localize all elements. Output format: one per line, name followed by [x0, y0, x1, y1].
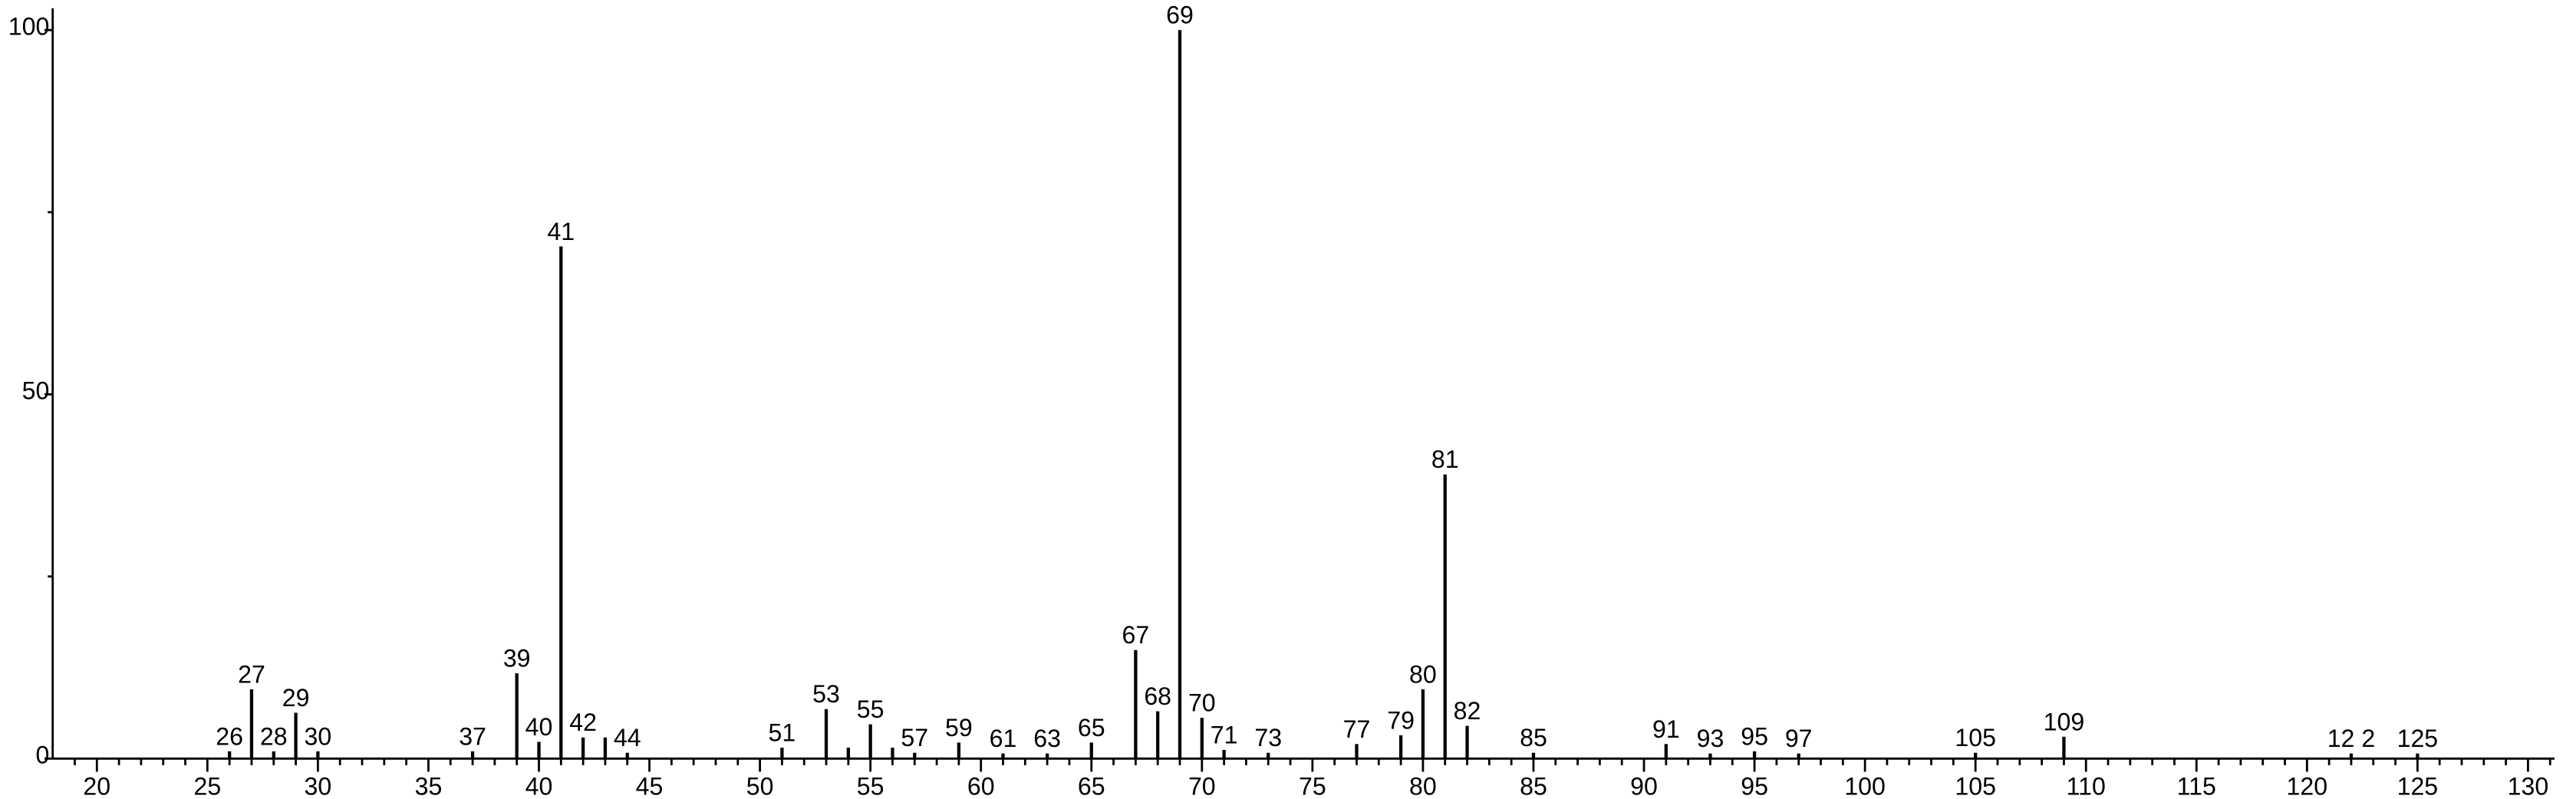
peak-label: 41 — [547, 218, 575, 245]
peak-label: 27 — [238, 660, 265, 688]
x-tick-label: 45 — [636, 772, 664, 799]
x-tick-label: 110 — [2067, 772, 2106, 799]
peak-label: 81 — [1431, 446, 1459, 473]
peak-label: 37 — [459, 722, 486, 750]
x-tick-label: 75 — [1299, 772, 1326, 799]
x-tick-label: 125 — [2397, 772, 2439, 799]
x-tick-label: 65 — [1078, 772, 1105, 799]
peak-label: 42 — [569, 709, 597, 736]
peak-label: 40 — [525, 713, 553, 741]
y-tick-label: 50 — [22, 377, 50, 405]
peak-label: 65 — [1078, 714, 1105, 741]
peak-label: 51 — [769, 719, 796, 747]
peak-label: 39 — [503, 645, 531, 672]
peak-label: 73 — [1254, 724, 1282, 751]
peak-label: 93 — [1697, 725, 1724, 752]
x-tick-label: 115 — [2177, 772, 2216, 799]
peak-label: 82 — [1454, 697, 1481, 725]
x-tick-label: 50 — [746, 772, 774, 799]
x-tick-label: 90 — [1630, 772, 1658, 799]
x-tick-label: 70 — [1188, 772, 1216, 799]
x-tick-label: 80 — [1409, 772, 1437, 799]
peak-label: 68 — [1144, 682, 1171, 710]
peak-label: 61 — [990, 725, 1017, 752]
x-tick-label: 55 — [857, 772, 884, 799]
y-tick-label: 100 — [8, 13, 50, 41]
peak-label: 44 — [614, 724, 641, 751]
peak-label: 77 — [1343, 715, 1371, 743]
peak-label: 109 — [2044, 708, 2085, 735]
peak-label: 80 — [1409, 660, 1437, 688]
peak-label: 26 — [216, 722, 243, 750]
y-tick-label: 0 — [36, 741, 50, 769]
x-tick-label: 85 — [1520, 772, 1547, 799]
peak-label: 30 — [305, 722, 332, 750]
x-tick-label: 105 — [1955, 772, 1996, 799]
peak-label: 105 — [1955, 724, 1996, 751]
peak-label: 85 — [1520, 724, 1547, 751]
peak-label: 97 — [1785, 725, 1813, 752]
peak-label: 63 — [1033, 725, 1061, 752]
peak-label: 71 — [1211, 721, 1238, 748]
x-tick-label: 120 — [2287, 772, 2328, 799]
x-tick-label: 60 — [967, 772, 995, 799]
x-tick-label: 100 — [1844, 772, 1886, 799]
peak-label: 28 — [260, 722, 288, 750]
x-tick-label: 130 — [2508, 772, 2549, 799]
x-tick-label: 35 — [415, 772, 443, 799]
x-tick-label: 30 — [305, 772, 332, 799]
peak-label: 70 — [1188, 689, 1216, 717]
x-tick-label: 25 — [193, 772, 221, 799]
peak-label: 95 — [1741, 722, 1768, 750]
peak-label: 125 — [2397, 725, 2439, 752]
peak-label: 55 — [857, 695, 884, 723]
x-tick-label: 20 — [83, 772, 110, 799]
peak-label: 67 — [1122, 621, 1150, 649]
peak-label: 59 — [945, 714, 973, 741]
peak-label: 12 2 — [2327, 725, 2376, 752]
peak-label: 57 — [901, 724, 928, 751]
x-tick-label: 95 — [1741, 772, 1768, 799]
peak-label: 29 — [282, 684, 310, 712]
peak-label: 79 — [1387, 706, 1415, 734]
peak-label: 69 — [1166, 2, 1194, 29]
peak-label: 53 — [812, 680, 840, 708]
peak-label: 91 — [1652, 715, 1680, 743]
x-tick-label: 40 — [525, 772, 553, 799]
